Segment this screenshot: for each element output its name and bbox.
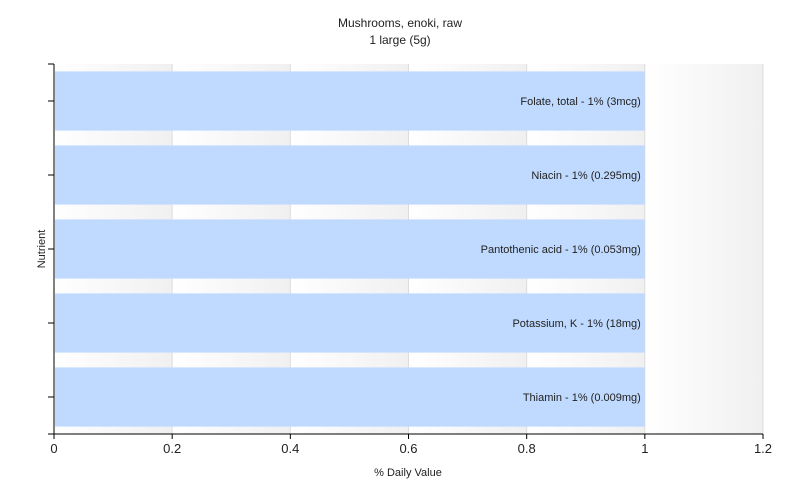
bar: [55, 219, 645, 279]
bar-label: Folate, total - 1% (3mcg): [520, 96, 640, 108]
bar-label: Pantothenic acid - 1% (0.053mg): [481, 244, 641, 256]
x-tick-label: 0: [50, 441, 57, 456]
x-tick-label: 0.4: [281, 441, 299, 456]
x-tick-label: 0.2: [163, 441, 181, 456]
bar: [55, 145, 645, 205]
x-tick-label: 0.8: [518, 441, 536, 456]
axes: 0 0.2 0.4 0.6 0.8 1 1.2: [48, 63, 772, 456]
bar: [55, 71, 645, 131]
bar-label: Thiamin - 1% (0.009mg): [523, 392, 641, 404]
x-tick-label: 1: [641, 441, 648, 456]
bar-label: Niacin - 1% (0.295mg): [531, 170, 640, 182]
x-tick-label: 0.6: [399, 441, 417, 456]
bars: Folate, total - 1% (3mcg) Niacin - 1% (0.…: [55, 71, 645, 427]
grid-band: [644, 64, 763, 434]
bar: [55, 367, 645, 427]
bar-label: Potassium, K - 1% (18mg): [512, 318, 640, 330]
chart-subtitle: 1 large (5g): [369, 33, 430, 47]
y-axis-label: Nutrient: [36, 230, 48, 269]
chart-title: Mushrooms, enoki, raw: [338, 16, 462, 30]
x-axis-label: % Daily Value: [374, 467, 442, 479]
x-tick-label: 1.2: [754, 441, 772, 456]
bar: [55, 293, 645, 353]
